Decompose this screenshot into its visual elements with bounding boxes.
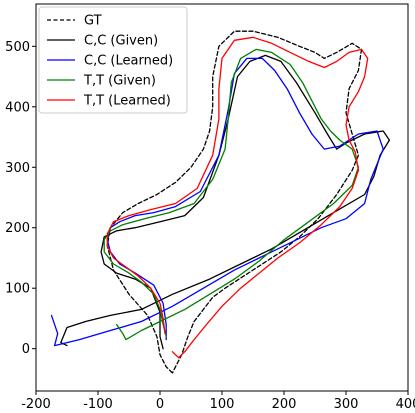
- y-tick-label: 500: [5, 40, 30, 55]
- legend-label-1: C,C (Given): [84, 34, 158, 49]
- series-layer: [50, 30, 391, 374]
- y-tick-label: 0: [22, 342, 30, 357]
- legend-label-2: C,C (Learned): [84, 54, 173, 69]
- x-tick-label: -100: [83, 397, 113, 412]
- legend: GT C,C (Given) C,C (Learned) T,T (Given) T,T…: [38, 6, 188, 114]
- series-line-1: [60, 54, 391, 350]
- series-line-4: [106, 36, 369, 359]
- x-tick-label: 0: [156, 397, 164, 412]
- legend-label-4: T,T (Learned): [83, 94, 171, 109]
- ticks-layer: -200 -100 0 100 200 300 400 0 100 200 300 400 500: [5, 40, 415, 412]
- series-line-0: [106, 30, 363, 374]
- series-line-3: [103, 48, 360, 341]
- x-tick-label: 100: [210, 397, 235, 412]
- y-tick-label: 300: [5, 161, 30, 176]
- legend-label-0: GT: [84, 14, 102, 29]
- legend-box: [38, 6, 188, 114]
- y-tick-label: 200: [5, 221, 30, 236]
- x-tick-label: 200: [272, 397, 297, 412]
- y-tick-label: 100: [5, 282, 30, 297]
- x-tick-label: 300: [334, 397, 359, 412]
- y-tick-label: 400: [5, 100, 30, 115]
- x-tick-label: 400: [396, 397, 415, 412]
- legend-label-3: T,T (Given): [83, 74, 156, 89]
- x-tick-label: -200: [21, 397, 51, 412]
